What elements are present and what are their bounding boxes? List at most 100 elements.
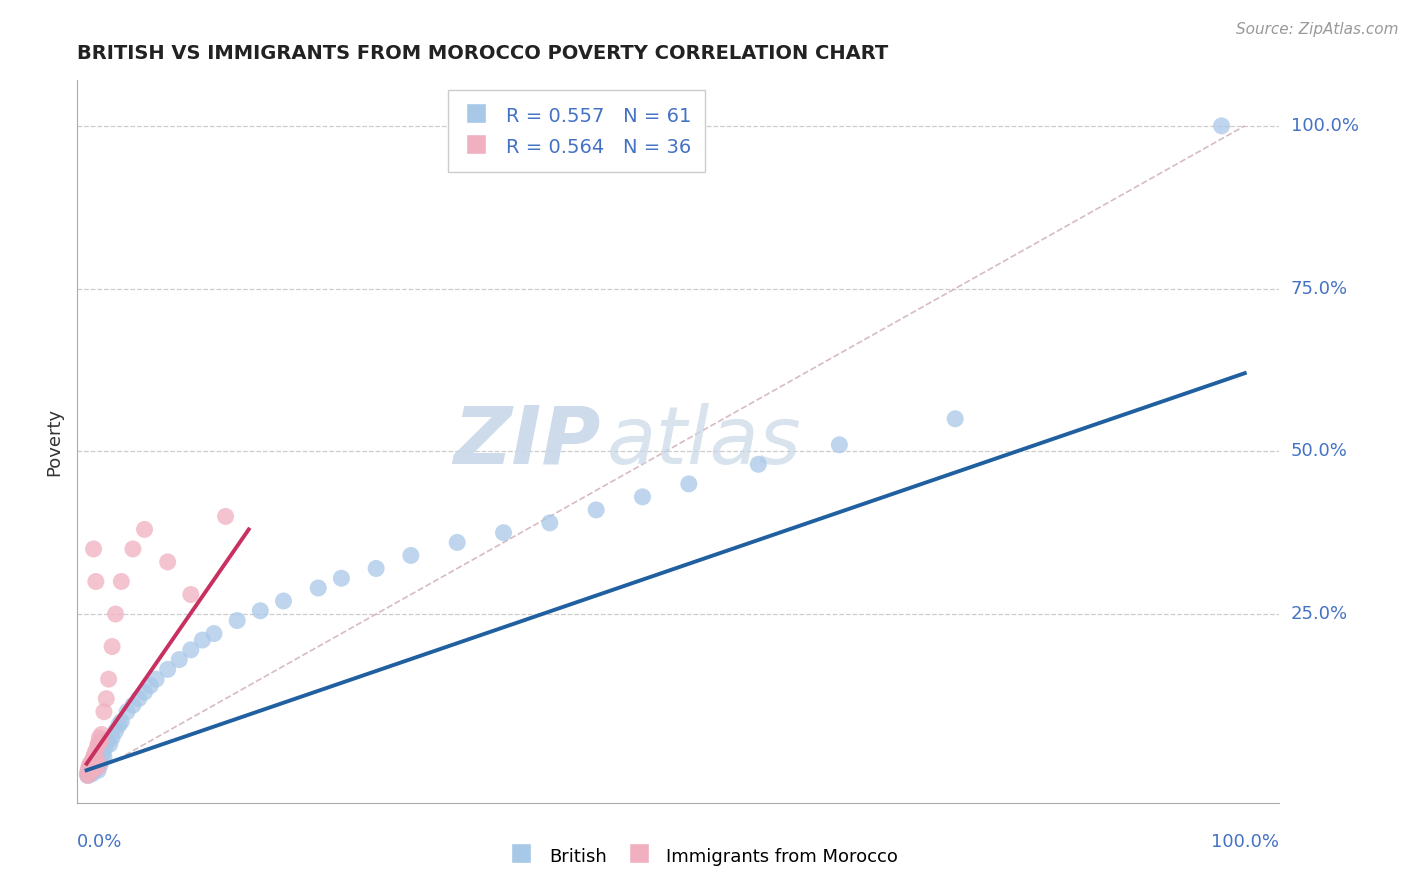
Text: 50.0%: 50.0% (1291, 442, 1347, 460)
Point (828, 438, 851, 452)
Point (273, 594, 295, 608)
Point (330, 571, 353, 585)
Point (80, 758, 103, 772)
Point (86, 754, 108, 768)
Text: 0.0%: 0.0% (77, 833, 122, 851)
Point (156, 662, 179, 676)
Point (202, 626, 225, 640)
Point (77, 764, 100, 779)
Point (96, 734, 118, 748)
Point (307, 581, 329, 595)
Point (492, 525, 515, 540)
Point (76, 766, 98, 780)
Point (83, 762, 105, 776)
Point (631, 490, 654, 504)
Point (128, 691, 150, 706)
Point (82, 766, 104, 780)
Text: atlas: atlas (606, 402, 801, 481)
Point (585, 503, 607, 517)
Point (82, 758, 104, 772)
Point (76, 764, 98, 779)
Point (366, 561, 388, 575)
Point (83, 764, 105, 778)
Point (84, 760, 107, 774)
Point (79, 760, 101, 774)
Point (76, 768, 98, 782)
Point (101, 731, 124, 745)
Point (83, 758, 105, 772)
Point (747, 458, 769, 472)
Point (93, 705, 115, 719)
Point (80, 764, 103, 779)
Point (110, 574, 132, 589)
Y-axis label: Poverty: Poverty (45, 408, 63, 475)
Point (77, 768, 100, 782)
Point (76, 768, 98, 782)
Text: BRITISH VS IMMIGRANTS FROM MOROCCO POVERTY CORRELATION CHART: BRITISH VS IMMIGRANTS FROM MOROCCO POVER… (77, 45, 889, 63)
Point (87, 750, 110, 764)
Point (84, 574, 107, 589)
Point (77, 762, 100, 776)
Point (94, 740, 117, 755)
Point (82, 762, 104, 776)
Point (90, 727, 112, 741)
Point (134, 685, 156, 699)
Point (83, 541, 105, 556)
Point (83, 756, 105, 771)
Point (89, 756, 111, 771)
Point (91, 747, 114, 761)
Point (180, 587, 202, 601)
Point (191, 633, 214, 648)
Point (139, 679, 162, 693)
Point (93, 750, 115, 764)
Point (538, 516, 561, 530)
Point (82, 754, 104, 768)
Point (115, 705, 138, 719)
Legend: R = 0.557   N = 61, R = 0.564   N = 36: R = 0.557 N = 61, R = 0.564 N = 36 (447, 90, 704, 172)
Point (83, 760, 105, 774)
Point (249, 604, 271, 618)
Point (87, 737, 110, 751)
Point (89, 731, 111, 745)
Point (98, 737, 121, 751)
Point (180, 643, 202, 657)
Point (77, 760, 100, 774)
Point (399, 549, 422, 563)
Point (83, 750, 105, 764)
Point (80, 756, 103, 771)
Point (104, 607, 127, 621)
Point (97, 672, 120, 686)
Point (89, 754, 111, 768)
Point (84, 756, 107, 771)
Text: 100.0%: 100.0% (1212, 833, 1279, 851)
Point (122, 698, 145, 713)
Text: 100.0%: 100.0% (1291, 117, 1358, 135)
Point (80, 764, 103, 779)
Point (84, 754, 107, 768)
Point (134, 523, 156, 537)
Point (110, 714, 132, 729)
Point (77, 766, 100, 780)
Point (167, 652, 190, 666)
Point (214, 509, 236, 524)
Point (122, 541, 145, 556)
Text: Source: ZipAtlas.com: Source: ZipAtlas.com (1236, 22, 1399, 37)
Point (446, 535, 468, 549)
Point (79, 756, 101, 771)
Point (1211, 119, 1233, 133)
Point (104, 724, 127, 739)
Point (84, 744, 107, 758)
Point (87, 764, 110, 778)
Point (96, 691, 118, 706)
Point (145, 672, 167, 686)
Point (79, 764, 101, 778)
Point (87, 760, 110, 774)
Point (89, 734, 111, 748)
Point (101, 640, 124, 654)
Point (108, 717, 131, 731)
Point (156, 555, 179, 569)
Text: ZIP: ZIP (453, 402, 600, 481)
Point (87, 737, 110, 751)
Point (226, 614, 249, 628)
Legend: British, Immigrants from Morocco: British, Immigrants from Morocco (501, 838, 905, 874)
